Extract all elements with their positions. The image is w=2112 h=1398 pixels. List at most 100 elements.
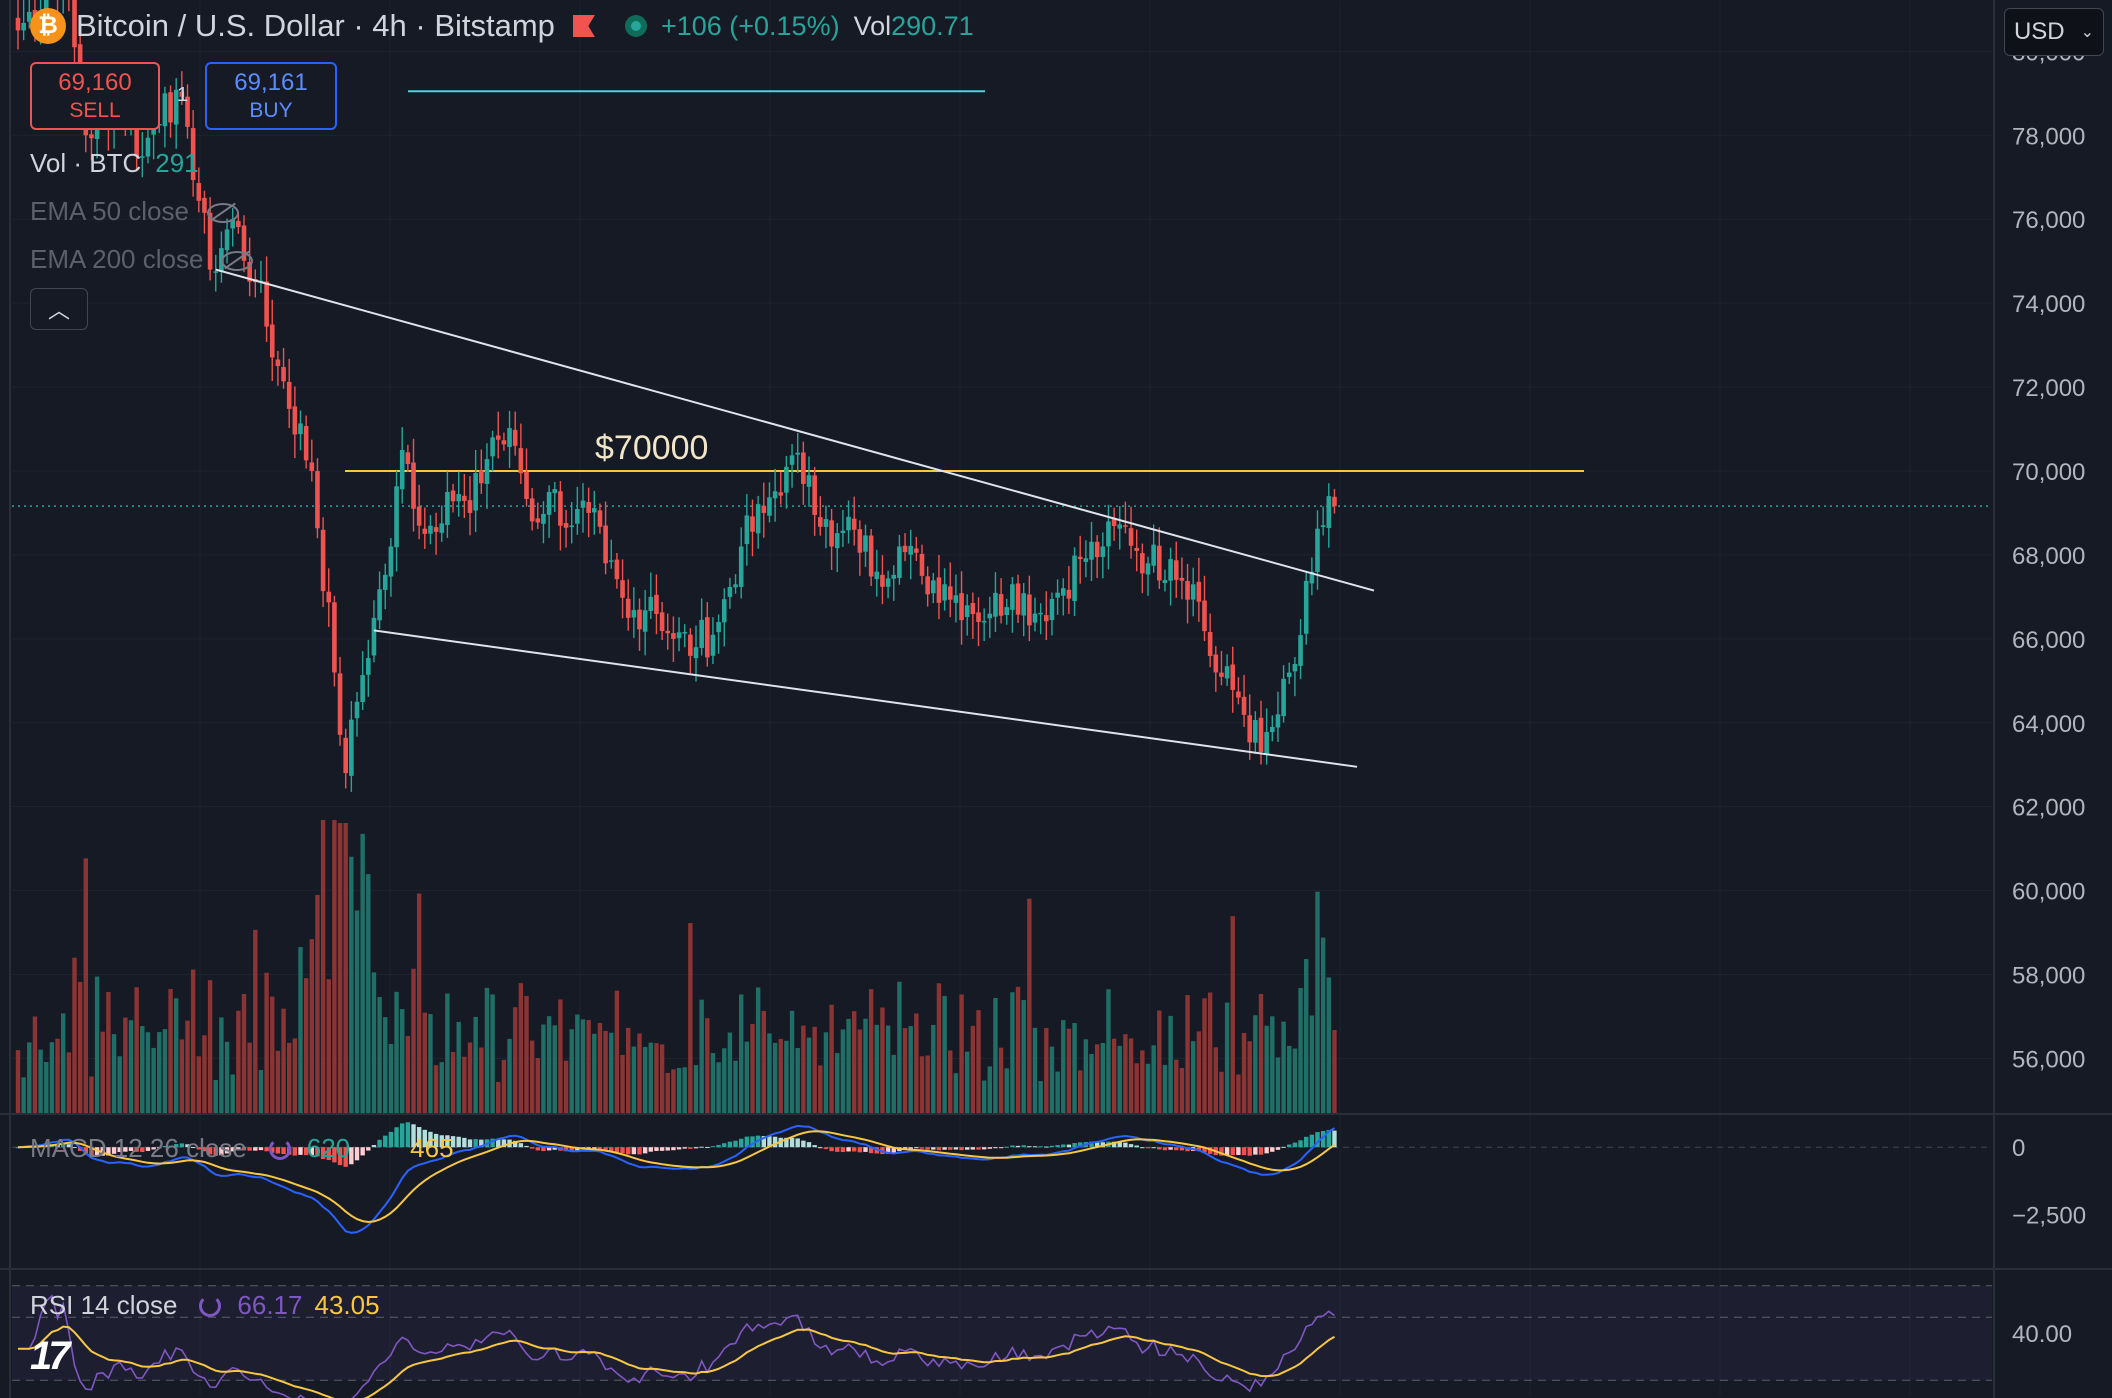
volume-bar xyxy=(1078,1070,1083,1113)
candle-body xyxy=(145,137,151,157)
candle-body xyxy=(823,519,829,527)
macd-histogram-bar xyxy=(371,1145,377,1148)
tradingview-logo-icon[interactable]: 17 xyxy=(30,1334,70,1378)
candle-body xyxy=(224,229,230,251)
sell-button[interactable]: 69,160 SELL xyxy=(30,62,160,130)
trade-quantity[interactable]: 1 xyxy=(177,84,189,106)
volume-bar xyxy=(1128,1038,1134,1113)
volume-bar xyxy=(637,1033,642,1113)
candle-body xyxy=(518,448,524,474)
macd-histogram-bar xyxy=(258,1147,264,1151)
sell-price: 69,160 xyxy=(58,69,132,96)
volume-bar xyxy=(1292,1048,1298,1113)
volume-bar xyxy=(897,981,902,1113)
macd-line xyxy=(17,1124,1336,1234)
macd-histogram-bar xyxy=(15,1147,21,1149)
macd-histogram-bar xyxy=(157,1147,162,1149)
hidden-eye-icon[interactable] xyxy=(205,201,239,223)
rsi-line xyxy=(18,1294,1335,1398)
macd-histogram-bar xyxy=(546,1147,552,1151)
volume-bar xyxy=(27,1042,32,1113)
market-status-icon xyxy=(624,15,647,37)
currency-select[interactable]: USD ⌄ xyxy=(2004,8,2104,56)
macd-histogram-bar xyxy=(784,1137,789,1148)
candle-body xyxy=(665,630,671,634)
volume-bar xyxy=(388,1044,394,1113)
candle-body xyxy=(479,470,484,484)
volume-bar xyxy=(405,1036,411,1113)
candle-body xyxy=(1060,588,1066,596)
volume-bar xyxy=(1021,1000,1026,1113)
macd-histogram-bar xyxy=(524,1145,529,1148)
header-vol-label: Vol xyxy=(853,10,892,41)
volume-bar xyxy=(1055,1071,1060,1113)
macd-histogram-bar xyxy=(818,1147,823,1149)
macd-histogram-bar xyxy=(592,1147,597,1149)
macd-histogram-bar xyxy=(1258,1147,1264,1155)
volume-bar xyxy=(852,1011,857,1113)
candle-body xyxy=(1134,547,1139,551)
flag-icon[interactable] xyxy=(572,15,595,37)
symbol-title[interactable]: Bitcoin / U.S. Dollar · 4h · Bitstamp xyxy=(76,8,555,43)
buy-button[interactable]: 69,161 BUY xyxy=(205,62,337,130)
collapse-legend-button[interactable]: ︿ xyxy=(30,288,88,330)
volume-bar xyxy=(761,1010,766,1113)
hidden-eye-icon[interactable] xyxy=(219,249,254,271)
candle-body xyxy=(880,574,885,587)
macd-histogram-bar xyxy=(72,1147,77,1149)
macd-histogram-bar xyxy=(320,1147,326,1160)
candle-body xyxy=(1162,580,1168,583)
volume-bar xyxy=(603,1030,608,1113)
ema200-legend[interactable]: EMA 200 close xyxy=(30,244,254,275)
volume-bar xyxy=(1202,998,1207,1113)
candles xyxy=(15,0,1337,792)
ema50-legend[interactable]: EMA 50 close xyxy=(30,196,239,227)
candle-body xyxy=(755,504,761,534)
macd-histogram-bar xyxy=(1162,1147,1168,1151)
candle-body xyxy=(959,593,964,621)
candle-body xyxy=(1196,581,1202,602)
volume-bar xyxy=(541,1024,546,1113)
macd-histogram-bar xyxy=(552,1147,557,1150)
candle-body xyxy=(688,634,693,656)
volume-bar xyxy=(812,1026,817,1113)
volume-bar xyxy=(501,1059,507,1113)
volume-bar xyxy=(908,1026,913,1113)
volume-bar xyxy=(931,1024,936,1113)
macd-histogram-bar xyxy=(428,1131,433,1148)
candle-body xyxy=(207,212,213,270)
macd-histogram-bar xyxy=(349,1147,354,1165)
candle-body xyxy=(439,523,445,533)
volume-bar xyxy=(190,969,196,1113)
volume-bar xyxy=(727,1032,733,1113)
volume-bar xyxy=(111,1034,117,1113)
macd-histogram-bar xyxy=(1174,1147,1179,1151)
candle-body xyxy=(552,489,558,494)
volume-bar xyxy=(1258,993,1264,1113)
macd-histogram-bar xyxy=(948,1147,953,1150)
macd-histogram-bar xyxy=(117,1147,122,1153)
candle-body xyxy=(857,529,863,553)
price-grid xyxy=(12,1,1992,1396)
volume-legend[interactable]: Vol · BTC 291 xyxy=(30,148,199,179)
volume-bar xyxy=(586,1020,591,1113)
candle-body xyxy=(72,0,77,48)
volume-bar xyxy=(157,1032,162,1113)
candle-body xyxy=(349,719,354,776)
volume-bars xyxy=(15,820,1337,1113)
rsi-legend[interactable]: RSI 14 close 66.17 43.05 xyxy=(30,1290,380,1321)
macd-legend[interactable]: MACD 12 26 close 620 465 xyxy=(30,1133,454,1164)
candle-body xyxy=(1157,545,1162,581)
volume-bar xyxy=(1253,1015,1258,1113)
volume-bar xyxy=(987,1066,992,1113)
candle-body xyxy=(953,595,959,603)
candle-body xyxy=(1253,720,1258,743)
volume-bar xyxy=(891,1054,896,1113)
price-axis-label: 68,000 xyxy=(2012,543,2085,570)
volume-bar xyxy=(320,820,326,1113)
macd-histogram-bar xyxy=(207,1147,213,1155)
candle-body xyxy=(264,281,269,327)
candle-body xyxy=(140,156,145,158)
volume-bar xyxy=(1196,1031,1202,1113)
